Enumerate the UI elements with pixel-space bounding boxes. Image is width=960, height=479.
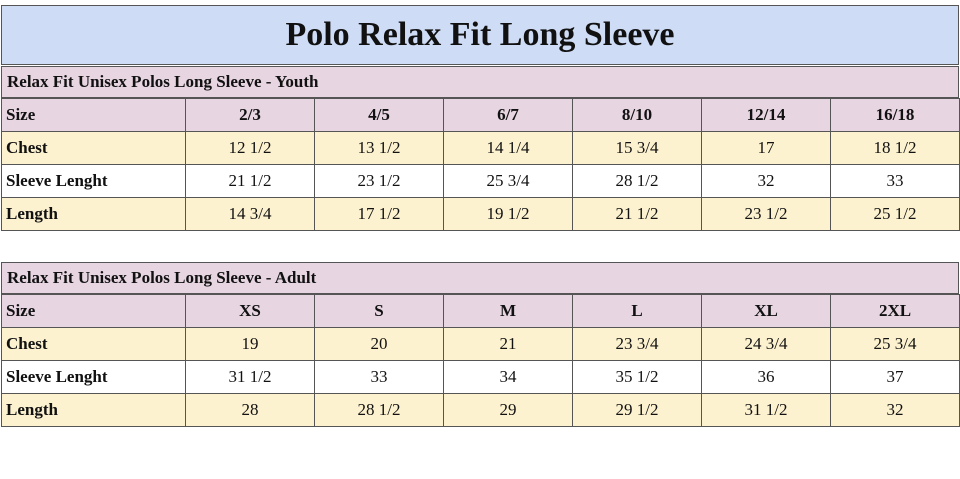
measurement-cell: 36 (701, 360, 831, 394)
size-header: M (443, 294, 573, 328)
measurement-cell: 33 (830, 164, 960, 198)
table-caption: Relax Fit Unisex Polos Long Sleeve - You… (1, 66, 959, 98)
measurement-cell: 32 (830, 393, 960, 427)
measurement-cell: 29 1/2 (572, 393, 702, 427)
measurement-cell: 15 3/4 (572, 131, 702, 165)
measurement-cell: 33 (314, 360, 444, 394)
measurement-cell: 28 (185, 393, 315, 427)
size-header: 16/18 (830, 98, 960, 132)
row-label: Size (1, 98, 186, 132)
measurement-cell: 35 1/2 (572, 360, 702, 394)
row-label: Sleeve Lenght (1, 164, 186, 198)
row-label: Chest (1, 131, 186, 165)
measurement-cell: 25 3/4 (443, 164, 573, 198)
measurement-cell: 17 (701, 131, 831, 165)
measurement-cell: 14 3/4 (185, 197, 315, 231)
size-header: 2XL (830, 294, 960, 328)
page-title: Polo Relax Fit Long Sleeve (1, 5, 959, 65)
size-header: 6/7 (443, 98, 573, 132)
measurement-cell: 31 1/2 (185, 360, 315, 394)
measurement-cell: 23 3/4 (572, 327, 702, 361)
measurement-cell: 21 1/2 (185, 164, 315, 198)
measurement-cell: 17 1/2 (314, 197, 444, 231)
table-caption: Relax Fit Unisex Polos Long Sleeve - Adu… (1, 262, 959, 294)
row-label: Chest (1, 327, 186, 361)
measurement-cell: 19 1/2 (443, 197, 573, 231)
measurement-cell: 24 3/4 (701, 327, 831, 361)
measurement-cell: 37 (830, 360, 960, 394)
measurement-cell: 32 (701, 164, 831, 198)
measurement-cell: 14 1/4 (443, 131, 573, 165)
measurement-cell: 13 1/2 (314, 131, 444, 165)
row-label: Length (1, 393, 186, 427)
measurement-cell: 21 (443, 327, 573, 361)
measurement-cell: 28 1/2 (314, 393, 444, 427)
measurement-cell: 25 1/2 (830, 197, 960, 231)
measurement-cell: 25 3/4 (830, 327, 960, 361)
measurement-cell: 34 (443, 360, 573, 394)
measurement-cell: 28 1/2 (572, 164, 702, 198)
measurement-cell: 29 (443, 393, 573, 427)
measurement-cell: 18 1/2 (830, 131, 960, 165)
row-label: Length (1, 197, 186, 231)
size-header: 12/14 (701, 98, 831, 132)
measurement-cell: 21 1/2 (572, 197, 702, 231)
size-header: S (314, 294, 444, 328)
size-header: 4/5 (314, 98, 444, 132)
measurement-cell: 12 1/2 (185, 131, 315, 165)
measurement-cell: 23 1/2 (314, 164, 444, 198)
measurement-cell: 31 1/2 (701, 393, 831, 427)
measurement-cell: 19 (185, 327, 315, 361)
size-header: L (572, 294, 702, 328)
row-label: Size (1, 294, 186, 328)
measurement-cell: 20 (314, 327, 444, 361)
size-header: XS (185, 294, 315, 328)
size-header: 2/3 (185, 98, 315, 132)
size-header: 8/10 (572, 98, 702, 132)
measurement-cell: 23 1/2 (701, 197, 831, 231)
row-label: Sleeve Lenght (1, 360, 186, 394)
size-header: XL (701, 294, 831, 328)
